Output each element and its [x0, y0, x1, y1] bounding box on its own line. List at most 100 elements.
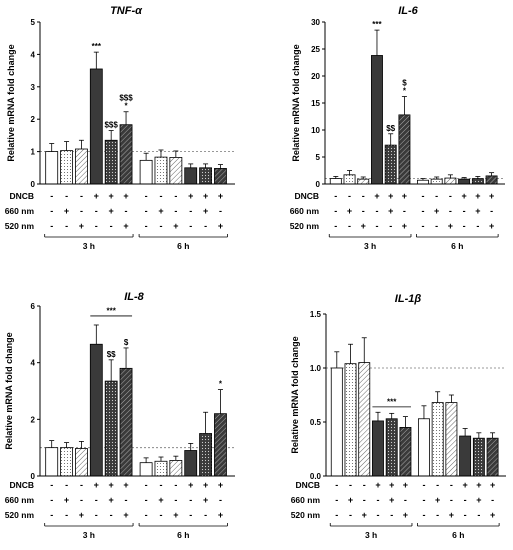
- y-tick-label: 0.5: [310, 418, 322, 427]
- chart-title: IL-6: [398, 5, 418, 17]
- bar: [200, 168, 212, 184]
- condition-sign: +: [476, 495, 481, 505]
- condition-sign: -: [219, 495, 222, 505]
- condition-sign: -: [204, 510, 207, 520]
- condition-sign: -: [80, 495, 83, 505]
- bracket-label: ***: [387, 397, 397, 406]
- bar: [331, 368, 342, 476]
- significance-mark: $$$: [104, 121, 118, 130]
- bar: [214, 414, 226, 476]
- condition-sign: -: [204, 221, 207, 231]
- bar: [46, 448, 58, 476]
- condition-sign: -: [189, 221, 192, 231]
- condition-sign: -: [159, 221, 162, 231]
- bar: [120, 125, 132, 184]
- group-label: 3 h: [83, 530, 95, 540]
- condition-sign: +: [218, 510, 223, 520]
- condition-label: DNCB: [9, 480, 34, 490]
- bar: [446, 403, 457, 476]
- condition-sign: -: [450, 495, 453, 505]
- condition-sign: -: [125, 206, 128, 216]
- condition-sign: +: [203, 206, 208, 216]
- condition-sign: -: [65, 510, 68, 520]
- group-label: 3 h: [364, 241, 376, 251]
- bar: [105, 381, 117, 476]
- condition-sign: -: [50, 495, 53, 505]
- y-tick-label: 25: [311, 45, 320, 54]
- bar: [214, 168, 226, 184]
- condition-sign: -: [390, 510, 393, 520]
- condition-sign: +: [109, 206, 114, 216]
- bar: [385, 145, 396, 184]
- condition-sign: +: [123, 221, 128, 231]
- condition-sign: +: [402, 191, 407, 201]
- condition-sign: -: [348, 221, 351, 231]
- condition-sign: -: [421, 221, 424, 231]
- condition-label: DNCB: [294, 191, 319, 201]
- condition-sign: +: [475, 191, 480, 201]
- condition-sign: -: [110, 221, 113, 231]
- condition-sign: +: [203, 191, 208, 201]
- significance-mark: *: [219, 380, 223, 389]
- condition-sign: -: [464, 510, 467, 520]
- condition-sign: -: [449, 206, 452, 216]
- condition-sign: -: [219, 206, 222, 216]
- condition-sign: -: [375, 206, 378, 216]
- condition-sign: -: [422, 495, 425, 505]
- bar: [120, 368, 132, 476]
- bar: [417, 180, 428, 184]
- bar: [61, 448, 73, 476]
- y-tick-label: 20: [311, 72, 320, 81]
- y-tick-label: 0: [31, 180, 36, 189]
- y-tick-label: 1.0: [310, 364, 322, 373]
- condition-sign: -: [50, 221, 53, 231]
- group-label: 3 h: [83, 241, 95, 251]
- condition-sign: +: [475, 206, 480, 216]
- condition-sign: +: [79, 221, 84, 231]
- bar: [330, 179, 341, 184]
- condition-label: 520 nm: [5, 221, 35, 231]
- condition-sign: -: [403, 206, 406, 216]
- condition-sign: -: [436, 510, 439, 520]
- bar: [75, 149, 87, 184]
- condition-sign: +: [158, 495, 163, 505]
- bar: [386, 419, 397, 476]
- significance-mark: ***: [92, 42, 102, 51]
- condition-sign: +: [490, 510, 495, 520]
- condition-sign: +: [347, 206, 352, 216]
- condition-sign: +: [449, 510, 454, 520]
- condition-sign: -: [174, 480, 177, 490]
- condition-sign: -: [349, 480, 352, 490]
- condition-sign: -: [159, 510, 162, 520]
- condition-sign: +: [389, 495, 394, 505]
- condition-sign: +: [388, 191, 393, 201]
- condition-sign: -: [189, 510, 192, 520]
- condition-sign: +: [348, 495, 353, 505]
- condition-sign: -: [80, 206, 83, 216]
- condition-sign: +: [389, 480, 394, 490]
- significance-mark: ***: [372, 20, 382, 29]
- group-label: 6 h: [177, 530, 189, 540]
- condition-sign: -: [50, 480, 53, 490]
- group-label: 6 h: [451, 241, 463, 251]
- y-axis-label: Relative mRNA fold change: [291, 44, 301, 161]
- condition-sign: +: [448, 221, 453, 231]
- y-tick-label: 2: [31, 115, 36, 124]
- condition-sign: +: [361, 221, 366, 231]
- condition-sign: -: [389, 221, 392, 231]
- condition-sign: -: [95, 510, 98, 520]
- y-tick-label: 1: [31, 148, 36, 157]
- bar: [170, 157, 182, 184]
- condition-sign: +: [218, 480, 223, 490]
- condition-sign: +: [203, 480, 208, 490]
- condition-sign: -: [435, 191, 438, 201]
- bar: [445, 178, 456, 184]
- bar: [486, 176, 497, 184]
- condition-label: DNCB: [295, 480, 320, 490]
- condition-sign: -: [145, 495, 148, 505]
- condition-sign: -: [335, 495, 338, 505]
- condition-sign: -: [335, 510, 338, 520]
- bar: [46, 152, 58, 184]
